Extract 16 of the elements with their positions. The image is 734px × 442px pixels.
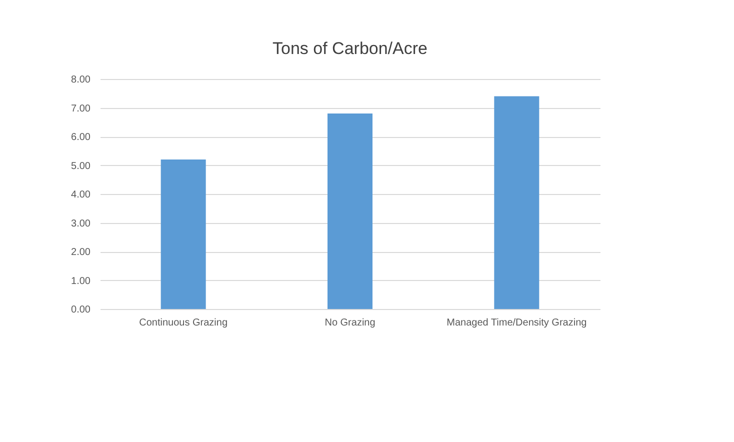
bar xyxy=(494,96,540,309)
x-tick-label: Continuous Grazing xyxy=(139,318,228,328)
bar xyxy=(328,114,372,309)
x-tick-label: No Grazing xyxy=(324,318,376,328)
y-tick-label: 3.00 xyxy=(71,218,91,230)
bar xyxy=(160,160,206,309)
y-tick-label: 1.00 xyxy=(71,276,91,287)
y-tick-label: 2.00 xyxy=(71,247,91,258)
y-tick-label: 0.00 xyxy=(71,304,91,316)
y-tick-label: 4.00 xyxy=(71,190,91,200)
x-tick-label: Managed Time/Density Grazing xyxy=(446,318,587,328)
y-tick-label: 7.00 xyxy=(71,103,91,114)
y-tick-label: 5.00 xyxy=(71,160,91,172)
y-tick-label: 8.00 xyxy=(71,74,91,86)
y-tick-label: 6.00 xyxy=(71,132,91,143)
chart-title: Tons of Carbon/Acre xyxy=(272,39,428,58)
